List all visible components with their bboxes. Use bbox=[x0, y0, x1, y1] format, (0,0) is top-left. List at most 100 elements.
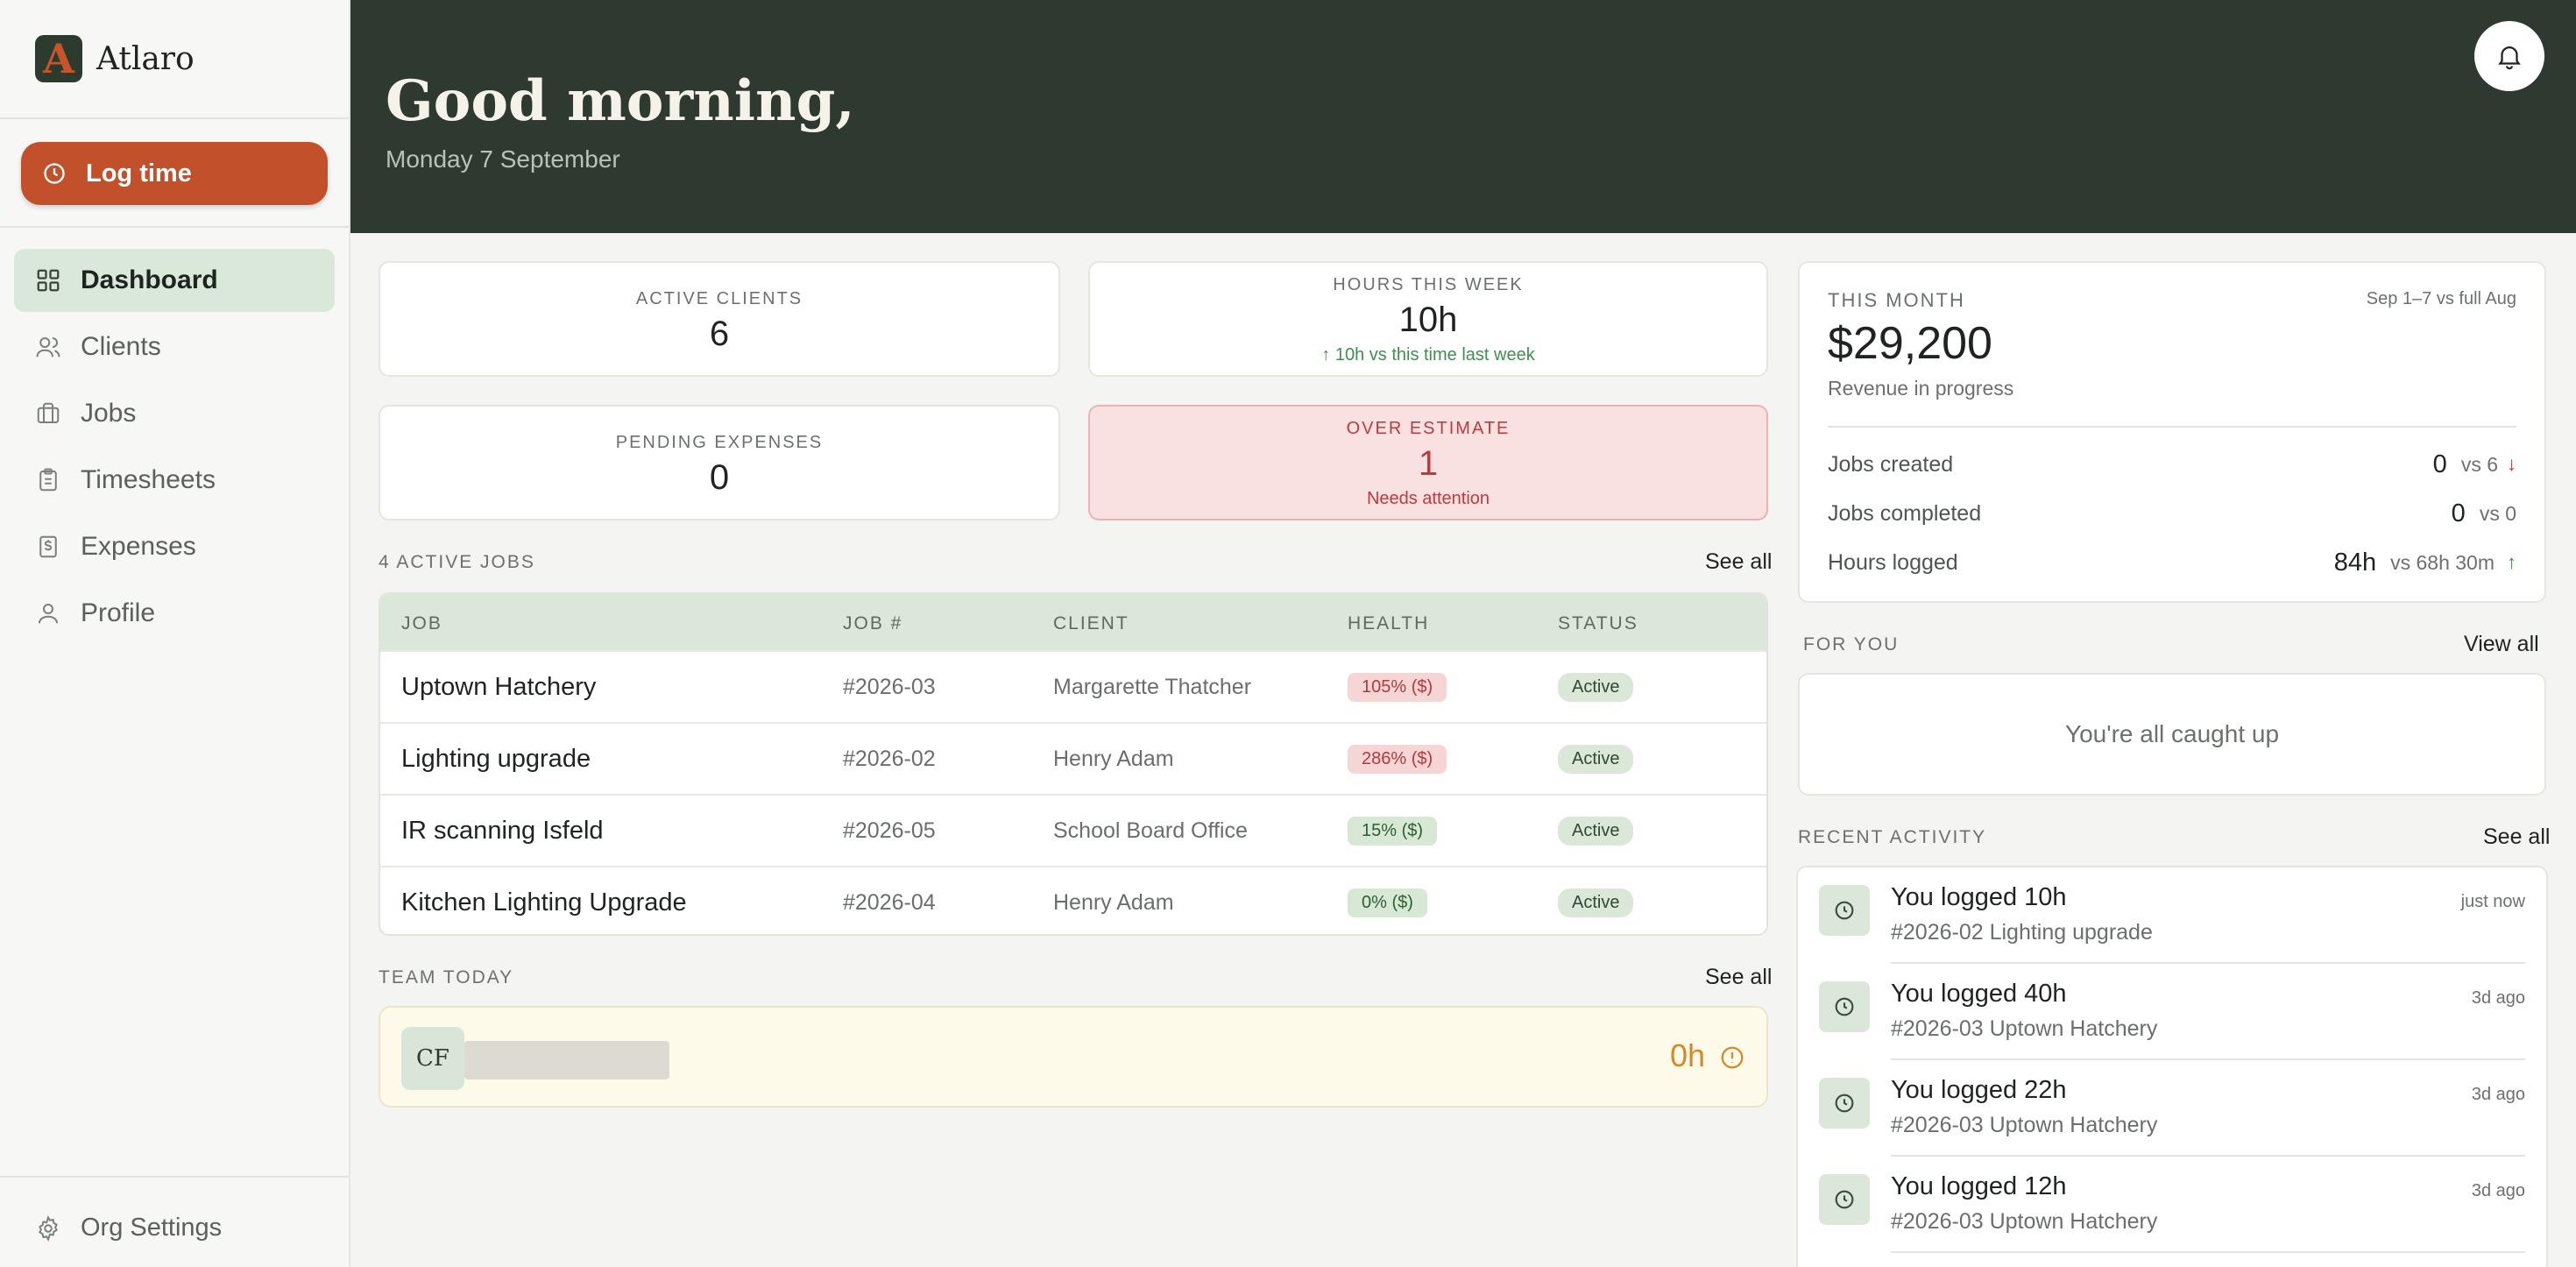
sidebar-item-dashboard[interactable]: Dashboard bbox=[14, 249, 335, 312]
clock-icon bbox=[1819, 1174, 1870, 1225]
arrow-up-icon: ↑ bbox=[2507, 551, 2516, 573]
team-today-title: TEAM TODAY bbox=[379, 967, 514, 987]
clock-icon bbox=[1819, 981, 1870, 1032]
sidebar-item-label: Dashboard bbox=[81, 265, 218, 294]
activity-item[interactable]: You logged 12h #2026-03 Uptown Hatchery … bbox=[1819, 1157, 2525, 1253]
log-time-label: Log time bbox=[86, 159, 192, 188]
status-badge: Active bbox=[1558, 888, 1634, 917]
job-name: Lighting upgrade bbox=[401, 744, 591, 773]
sidebar-nav: Dashboard Clients Jobs Timesheets Expens… bbox=[14, 249, 335, 648]
column-header-job[interactable]: JOB bbox=[401, 613, 442, 634]
team-see-all-link[interactable]: See all bbox=[1705, 965, 1773, 989]
job-number: #2026-02 bbox=[843, 746, 936, 771]
job-name: IR scanning Isfeld bbox=[401, 816, 604, 845]
month-metric-row: Hours logged 84h vs 68h 30m ↑ bbox=[1828, 545, 2516, 580]
activity-item[interactable]: You logged 40h #2026-03 Uptown Hatchery … bbox=[1819, 964, 2525, 1060]
job-number: #2026-03 bbox=[843, 674, 936, 699]
activity-title: You logged 12h bbox=[1891, 1172, 2067, 1200]
activity-time: 3d ago bbox=[2471, 988, 2525, 1008]
hours-this-week-card[interactable]: HOURS THIS WEEK 10h ↑ 10h vs this time l… bbox=[1088, 261, 1768, 377]
month-metric-row: Jobs completed 0 vs 0 bbox=[1828, 496, 2516, 531]
brand[interactable]: A Atlaro bbox=[35, 35, 195, 82]
clock-icon bbox=[1819, 885, 1870, 936]
user-icon bbox=[39, 604, 58, 624]
sidebar-item-timesheets[interactable]: Timesheets bbox=[14, 449, 335, 512]
metric-value: 0 bbox=[2432, 449, 2447, 478]
pending-expenses-card[interactable]: PENDING EXPENSES 0 bbox=[379, 405, 1060, 520]
briefcase-icon bbox=[37, 402, 60, 423]
table-row[interactable]: Uptown Hatchery #2026-03 Margarette That… bbox=[380, 650, 1766, 722]
jobs-see-all-link[interactable]: See all bbox=[1705, 549, 1773, 574]
for-you-view-all-link[interactable]: View all bbox=[2464, 632, 2539, 656]
sidebar-item-jobs[interactable]: Jobs bbox=[14, 382, 335, 445]
stat-label: ACTIVE CLIENTS bbox=[635, 289, 803, 308]
column-header-health[interactable]: HEALTH bbox=[1348, 613, 1430, 634]
brand-name: Atlaro bbox=[96, 40, 195, 77]
sidebar-item-label: Jobs bbox=[81, 399, 137, 428]
active-clients-card[interactable]: ACTIVE CLIENTS 6 bbox=[379, 261, 1060, 377]
active-jobs-title: 4 ACTIVE JOBS bbox=[379, 552, 535, 572]
team-member-row[interactable]: CF 0h bbox=[379, 1006, 1768, 1108]
activity-see-all-link[interactable]: See all bbox=[2483, 825, 2551, 849]
table-row[interactable]: Lighting upgrade #2026-02 Henry Adam 286… bbox=[380, 722, 1766, 794]
activity-title: You logged 40h bbox=[1891, 980, 2067, 1008]
job-name: Uptown Hatchery bbox=[401, 672, 597, 701]
month-label: THIS MONTH bbox=[1828, 289, 1965, 311]
for-you-card: You're all caught up bbox=[1798, 673, 2546, 796]
stat-value: 0 bbox=[709, 458, 730, 497]
stat-label: OVER ESTIMATE bbox=[1346, 419, 1511, 438]
this-month-card: THIS MONTH Sep 1–7 vs full Aug $29,200 R… bbox=[1798, 261, 2546, 603]
metric-label: Jobs created bbox=[1828, 451, 1954, 477]
empty-state-message: You're all caught up bbox=[2064, 720, 2280, 747]
stat-value: 10h bbox=[1398, 301, 1458, 339]
over-estimate-card[interactable]: OVER ESTIMATE 1 Needs attention bbox=[1088, 405, 1768, 520]
team-member-name-placeholder bbox=[464, 1041, 669, 1079]
for-you-title: FOR YOU bbox=[1803, 634, 1900, 655]
job-client: School Board Office bbox=[1053, 818, 1248, 843]
sidebar-item-expenses[interactable]: Expenses bbox=[14, 515, 335, 578]
activity-detail: #2026-02 Lighting upgrade bbox=[1891, 920, 2153, 945]
metric-comparison: vs 68h 30m bbox=[2390, 550, 2495, 574]
brand-logo: A bbox=[35, 35, 82, 82]
log-time-button[interactable]: Log time bbox=[21, 142, 328, 205]
org-settings-link[interactable]: Org Settings bbox=[35, 1214, 222, 1242]
column-header-status[interactable]: STATUS bbox=[1558, 613, 1638, 634]
month-divider bbox=[1828, 426, 2516, 428]
metric-value: 84h bbox=[2333, 548, 2377, 577]
recent-activity-list: You logged 10h #2026-02 Lighting upgrade… bbox=[1796, 866, 2548, 1267]
info-icon[interactable] bbox=[1719, 1044, 1745, 1071]
notifications-button[interactable] bbox=[2474, 21, 2544, 91]
job-client: Margarette Thatcher bbox=[1053, 674, 1252, 699]
status-badge: Active bbox=[1558, 744, 1634, 774]
stat-label: PENDING EXPENSES bbox=[615, 433, 824, 452]
stat-label: HOURS THIS WEEK bbox=[1333, 275, 1524, 294]
table-header: JOB JOB # CLIENT HEALTH STATUS bbox=[380, 594, 1766, 650]
sidebar-divider bbox=[0, 117, 349, 119]
sidebar-item-label: Profile bbox=[81, 598, 156, 627]
sidebar-item-profile[interactable]: Profile bbox=[14, 582, 335, 645]
table-row[interactable]: IR scanning Isfeld #2026-05 School Board… bbox=[380, 794, 1766, 866]
activity-item[interactable]: You logged 10h #2026-02 Lighting upgrade… bbox=[1819, 867, 2525, 964]
metric-value: 0 bbox=[2451, 499, 2466, 527]
users-icon bbox=[36, 337, 60, 357]
clock-icon bbox=[44, 163, 65, 184]
table-row[interactable]: Kitchen Lighting Upgrade #2026-04 Henry … bbox=[380, 866, 1766, 934]
gear-icon bbox=[39, 1214, 58, 1242]
activity-item[interactable]: You logged 22h #2026-03 Uptown Hatchery … bbox=[1819, 1060, 2525, 1157]
activity-divider bbox=[1891, 1058, 2525, 1060]
health-badge: 0% ($) bbox=[1348, 888, 1427, 917]
clipboard-icon bbox=[39, 468, 57, 492]
sidebar-item-label: Timesheets bbox=[81, 465, 216, 494]
org-settings-label: Org Settings bbox=[81, 1214, 223, 1242]
activity-time: 3d ago bbox=[2471, 1085, 2525, 1104]
month-revenue: $29,200 bbox=[1828, 318, 1992, 369]
arrow-down-icon: ↓ bbox=[2507, 453, 2516, 475]
recent-activity-title: RECENT ACTIVITY bbox=[1798, 827, 1987, 847]
stat-trend: ↑ 10h vs this time last week bbox=[1321, 345, 1535, 365]
sidebar-item-clients[interactable]: Clients bbox=[14, 315, 335, 379]
metric-label: Jobs completed bbox=[1828, 500, 1982, 526]
column-header-job-number[interactable]: JOB # bbox=[843, 613, 903, 634]
column-header-client[interactable]: CLIENT bbox=[1053, 613, 1129, 634]
current-date: Monday 7 September bbox=[386, 145, 620, 173]
activity-divider bbox=[1891, 1251, 2525, 1253]
